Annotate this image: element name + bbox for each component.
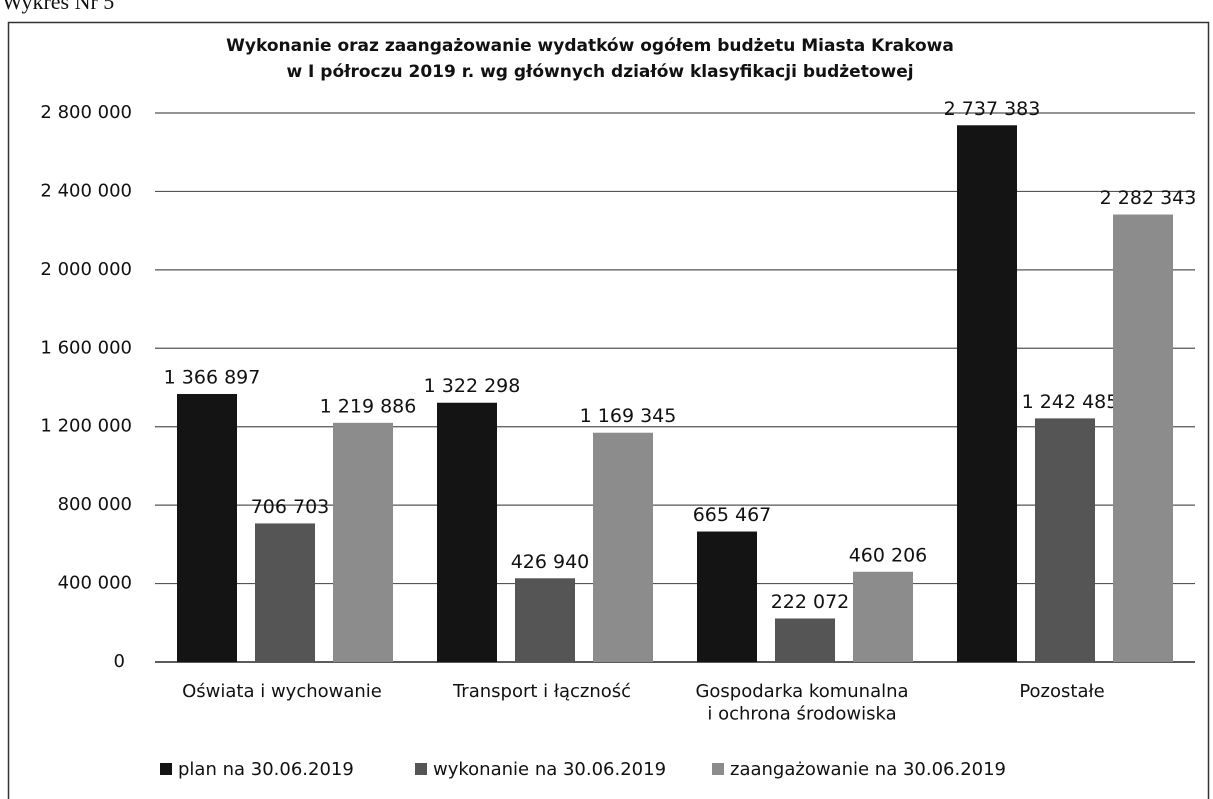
bar [775, 618, 835, 662]
value-label: 1 366 897 [164, 366, 261, 388]
value-label: 2 737 383 [944, 98, 1041, 120]
legend-swatch [415, 763, 427, 775]
x-tick-label: Transport i łączność [452, 681, 631, 702]
y-tick-label: 0 [114, 651, 125, 672]
bar [515, 578, 575, 662]
value-label: 706 703 [251, 496, 330, 518]
x-tick-label: Gospodarka komunalna i ochrona środowiska [695, 681, 908, 725]
value-label: 665 467 [693, 504, 772, 526]
value-label: 1 219 886 [320, 395, 417, 417]
bar [333, 422, 393, 662]
chart-title: w I półroczu 2019 r. wg głównych działów… [286, 62, 913, 82]
value-label: 1 169 345 [580, 405, 677, 427]
bar [255, 523, 315, 662]
value-label: 460 206 [849, 544, 928, 566]
chart-title: Wykonanie oraz zaangażowanie wydatków og… [226, 36, 954, 56]
bar [1035, 418, 1095, 662]
bar [957, 125, 1017, 662]
y-tick-label: 2 800 000 [40, 102, 132, 123]
y-tick-label: 2 000 000 [40, 259, 132, 280]
legend-label: plan na 30.06.2019 [178, 759, 354, 780]
y-tick-label: 1 600 000 [40, 337, 132, 358]
chart-frame [7, 21, 1210, 799]
value-label: 222 072 [771, 591, 850, 613]
value-label: 2 282 343 [1100, 187, 1197, 209]
legend-swatch [160, 763, 172, 775]
legend-swatch [712, 763, 724, 775]
y-tick-label: 2 400 000 [40, 180, 132, 201]
x-tick-label: Pozostałe [1019, 681, 1104, 702]
value-label: 1 242 485 [1022, 391, 1119, 413]
bar [437, 402, 497, 662]
bar [1113, 214, 1173, 662]
value-label: 426 940 [511, 551, 590, 573]
bar [853, 571, 913, 662]
bar [177, 393, 237, 662]
bar [593, 432, 653, 662]
y-tick-label: 1 200 000 [40, 416, 132, 437]
y-tick-label: 400 000 [58, 573, 132, 594]
bar [697, 531, 757, 662]
y-tick-label: 800 000 [58, 494, 132, 515]
legend-label: wykonanie na 30.06.2019 [433, 759, 666, 780]
x-tick-label: Oświata i wychowanie [182, 681, 382, 702]
caption: Wykres Nr 5 [2, 0, 114, 14]
value-label: 1 322 298 [424, 375, 521, 397]
legend-label: zaangażowanie na 30.06.2019 [730, 759, 1006, 780]
